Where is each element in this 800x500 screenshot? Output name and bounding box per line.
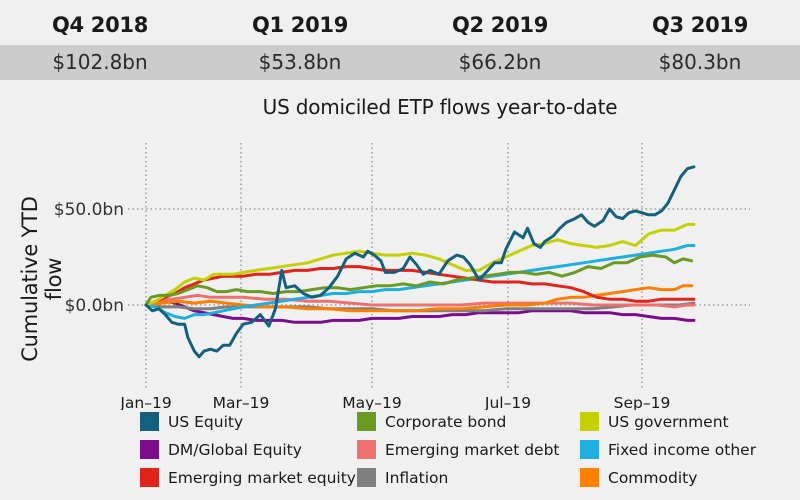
legend-label: US government <box>608 412 729 431</box>
y-tick-label: $50.0bn <box>54 200 124 220</box>
legend-item: US Equity <box>140 412 243 431</box>
series-line-corporate-bond <box>144 253 694 307</box>
series-line-commodity <box>144 284 694 313</box>
axis-ticks: Jan–19 Mar–19 May–19 Jul–19 Sep–19 $0.0bn $50.… <box>54 200 671 410</box>
quarter-value: $102.8bn <box>52 50 148 74</box>
legend-swatch <box>357 412 376 431</box>
series-line-dm-global-equity <box>144 299 696 324</box>
series-line-us-government <box>144 222 696 307</box>
x-tick-label: Jul–19 <box>484 394 531 410</box>
series-line-emerging-market-debt <box>144 293 696 309</box>
x-tick-label: May–19 <box>342 394 402 410</box>
legend-swatch <box>140 440 159 459</box>
legend-item: US government <box>580 412 729 431</box>
legend-swatch <box>580 468 599 487</box>
chart-title: US domiciled ETP flows year-to-date <box>262 95 618 119</box>
legend-label: DM/Global Equity <box>168 440 302 459</box>
legend-label: Commodity <box>608 468 698 487</box>
legend-label: Corporate bond <box>385 412 507 431</box>
legend-swatch <box>357 468 376 487</box>
legend-label: Emerging market debt <box>385 440 560 459</box>
gridlines <box>128 143 750 390</box>
legend-label: Emerging market equity <box>168 468 356 487</box>
series-line-us-equity <box>144 165 696 359</box>
legend-item: Emerging market equity <box>140 468 356 487</box>
series-line-fixed-income-other <box>144 244 696 320</box>
legend-item: Corporate bond <box>357 412 506 431</box>
legend-swatch <box>580 412 599 431</box>
quarter-label: Q2 2019 <box>451 13 549 37</box>
quarter-label: Q4 2018 <box>51 13 149 37</box>
legend-item: Inflation <box>357 468 448 487</box>
legend-item: DM/Global Equity <box>140 440 302 459</box>
legend-swatch <box>357 440 376 459</box>
quarter-value: $53.8bn <box>258 50 342 74</box>
series-line-emerging-market-equity <box>144 265 696 307</box>
legend-label: US Equity <box>168 412 244 431</box>
quarter-values-band <box>0 45 800 80</box>
y-tick-label: $0.0bn <box>65 296 124 316</box>
legend-item: Fixed income other <box>580 440 756 459</box>
quarter-label: Q3 2019 <box>651 13 749 37</box>
x-tick-label: Mar–19 <box>213 394 270 410</box>
legend-item: Emerging market debt <box>357 440 560 459</box>
x-tick-label: Jan–19 <box>119 394 171 410</box>
legend-swatch <box>140 468 159 487</box>
legend-swatch <box>580 440 599 459</box>
legend-swatch <box>140 412 159 431</box>
x-tick-label: Sep–19 <box>614 394 671 410</box>
quarter-value: $66.2bn <box>458 50 542 74</box>
chart-legend: US Equity DM/Global Equity Emerging market… <box>0 410 800 500</box>
line-chart: Jan–19 Mar–19 May–19 Jul–19 Sep–19 $0.0bn $50.… <box>54 143 750 410</box>
quarter-value: $80.3bn <box>658 50 742 74</box>
legend-label: Inflation <box>385 468 449 487</box>
series-lines <box>144 165 696 359</box>
quarter-label: Q1 2019 <box>251 13 349 37</box>
legend-label: Fixed income other <box>608 440 757 459</box>
legend-item: Commodity <box>580 468 697 487</box>
